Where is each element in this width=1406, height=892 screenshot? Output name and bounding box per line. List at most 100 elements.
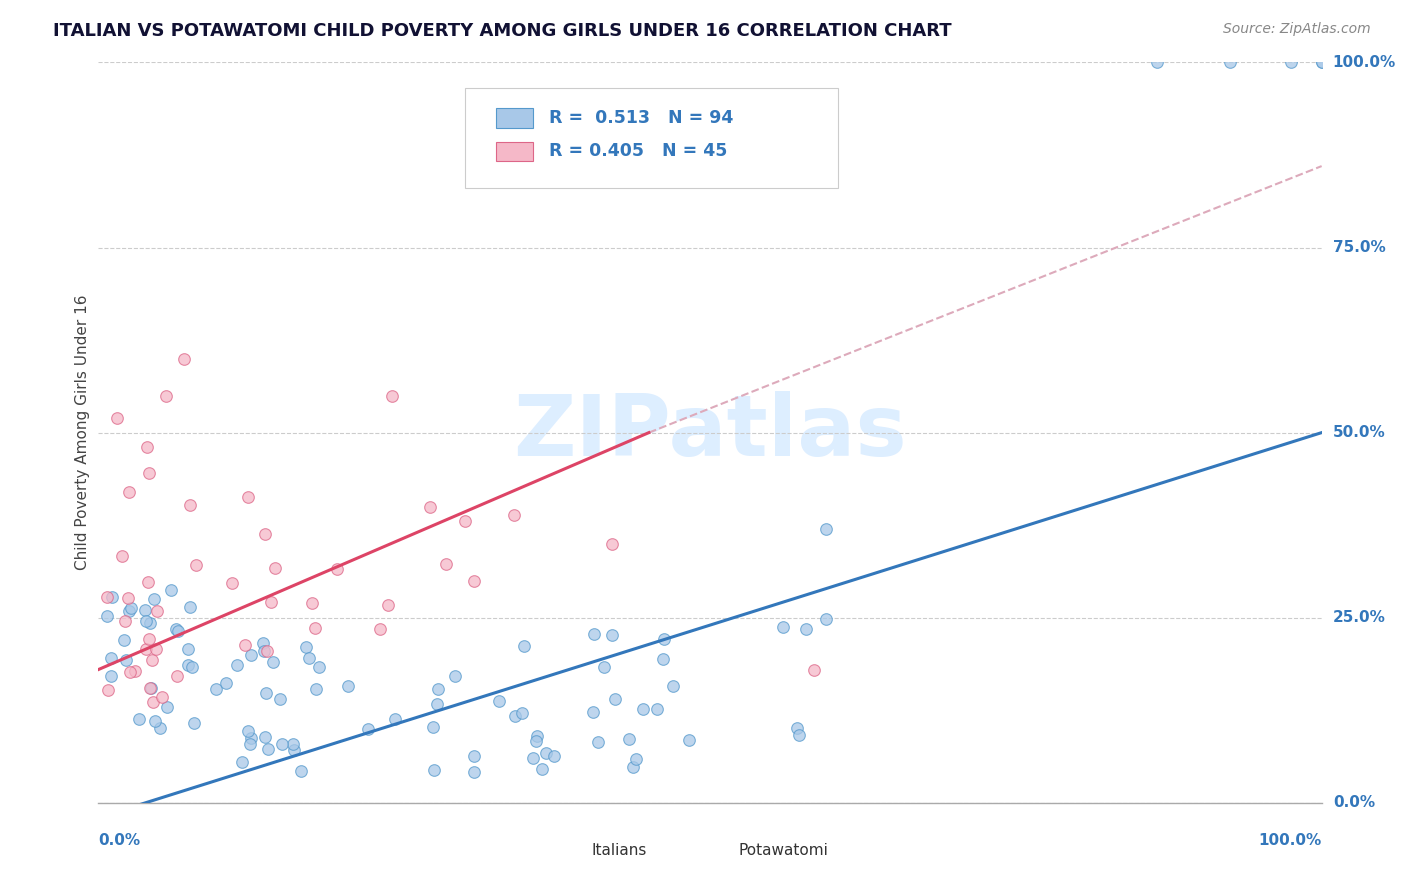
Point xyxy=(645,701,668,715)
Point xyxy=(184,558,207,573)
Point xyxy=(120,601,142,615)
Point xyxy=(1279,55,1302,70)
Point xyxy=(803,663,825,677)
Point xyxy=(503,508,526,522)
Point xyxy=(1146,55,1168,70)
Point xyxy=(503,709,526,723)
Point xyxy=(617,731,640,746)
Point xyxy=(134,642,156,657)
Point xyxy=(815,522,838,536)
Point xyxy=(631,702,654,716)
Point xyxy=(167,624,190,639)
Point xyxy=(1310,55,1333,70)
Point xyxy=(269,691,291,706)
Point xyxy=(149,721,172,735)
Point xyxy=(281,738,304,752)
Text: 0.0%: 0.0% xyxy=(98,833,141,848)
Point xyxy=(257,742,280,756)
Point xyxy=(1310,55,1333,70)
Point xyxy=(135,614,157,628)
Point xyxy=(96,590,118,604)
Point xyxy=(510,706,533,721)
Point xyxy=(225,658,247,673)
Point xyxy=(295,640,318,655)
Point xyxy=(582,626,605,640)
Text: 25.0%: 25.0% xyxy=(1333,610,1386,625)
Point xyxy=(260,595,283,609)
Point xyxy=(114,653,136,667)
Point xyxy=(253,730,276,744)
Point xyxy=(264,561,287,575)
Point xyxy=(290,764,312,778)
Point xyxy=(444,668,467,682)
Point xyxy=(124,664,146,678)
Point xyxy=(138,632,160,646)
Point xyxy=(434,557,457,571)
Point xyxy=(165,622,187,636)
FancyBboxPatch shape xyxy=(704,844,731,861)
Point xyxy=(377,598,399,612)
Point xyxy=(603,691,626,706)
Point xyxy=(221,575,243,590)
Point xyxy=(534,746,557,760)
Point xyxy=(160,582,183,597)
Point xyxy=(139,615,162,630)
FancyBboxPatch shape xyxy=(557,844,583,861)
Point xyxy=(427,682,450,697)
Point xyxy=(177,658,200,673)
Point xyxy=(105,410,128,425)
Text: 50.0%: 50.0% xyxy=(1333,425,1385,440)
Point xyxy=(239,648,262,663)
Point xyxy=(141,652,163,666)
Point xyxy=(772,620,794,634)
Point xyxy=(488,694,510,708)
Point xyxy=(423,763,446,777)
Point xyxy=(166,668,188,682)
Point xyxy=(139,681,162,695)
Text: 100.0%: 100.0% xyxy=(1333,55,1396,70)
Point xyxy=(118,484,141,499)
Text: 0.0%: 0.0% xyxy=(1333,796,1375,810)
Point xyxy=(796,622,818,636)
Point xyxy=(128,712,150,726)
Text: Potawatomi: Potawatomi xyxy=(738,844,828,858)
Text: 75.0%: 75.0% xyxy=(1333,240,1385,255)
Point xyxy=(463,765,485,780)
Text: ITALIAN VS POTAWATOMI CHILD POVERTY AMONG GIRLS UNDER 16 CORRELATION CHART: ITALIAN VS POTAWATOMI CHILD POVERTY AMON… xyxy=(53,22,952,40)
Point xyxy=(662,679,685,693)
Point xyxy=(593,660,616,674)
Point xyxy=(180,659,202,673)
Point xyxy=(426,698,449,712)
Point xyxy=(419,500,441,515)
Point xyxy=(787,728,810,742)
Point xyxy=(298,651,321,665)
Point xyxy=(150,690,173,705)
Text: R =  0.513   N = 94: R = 0.513 N = 94 xyxy=(548,109,733,127)
Point xyxy=(134,603,156,617)
FancyBboxPatch shape xyxy=(465,88,838,188)
Point xyxy=(114,614,136,628)
Point xyxy=(118,665,141,680)
Point xyxy=(304,621,326,635)
Point xyxy=(179,498,201,512)
Point xyxy=(325,562,347,576)
Point xyxy=(522,750,544,764)
Point xyxy=(381,389,404,403)
Point xyxy=(252,636,274,650)
Point xyxy=(142,592,165,607)
Text: Source: ZipAtlas.com: Source: ZipAtlas.com xyxy=(1223,22,1371,37)
Point xyxy=(543,748,565,763)
Point xyxy=(239,731,262,745)
Point xyxy=(526,729,548,743)
Point xyxy=(118,604,141,618)
Point xyxy=(231,755,253,769)
Point xyxy=(454,515,477,529)
Point xyxy=(384,712,406,726)
Point xyxy=(531,762,554,776)
Point xyxy=(143,714,166,728)
Point xyxy=(582,705,605,719)
Point xyxy=(814,612,837,626)
Point xyxy=(463,749,485,764)
Point xyxy=(136,441,159,455)
Point xyxy=(786,722,808,736)
